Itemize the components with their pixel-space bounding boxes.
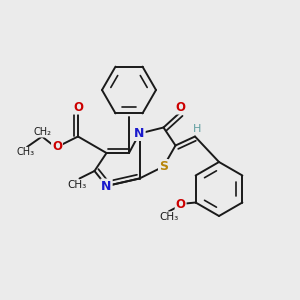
Text: N: N: [101, 179, 112, 193]
Text: CH₃: CH₃: [16, 147, 34, 158]
Text: S: S: [159, 160, 168, 173]
Text: CH₃: CH₃: [68, 180, 87, 190]
Text: CH₃: CH₃: [160, 212, 179, 222]
Text: O: O: [73, 100, 83, 114]
Text: H: H: [193, 124, 202, 134]
Text: N: N: [134, 127, 145, 140]
Text: O: O: [175, 100, 185, 114]
Text: O: O: [176, 197, 186, 211]
Text: CH₂: CH₂: [34, 127, 52, 137]
Text: O: O: [52, 140, 62, 154]
